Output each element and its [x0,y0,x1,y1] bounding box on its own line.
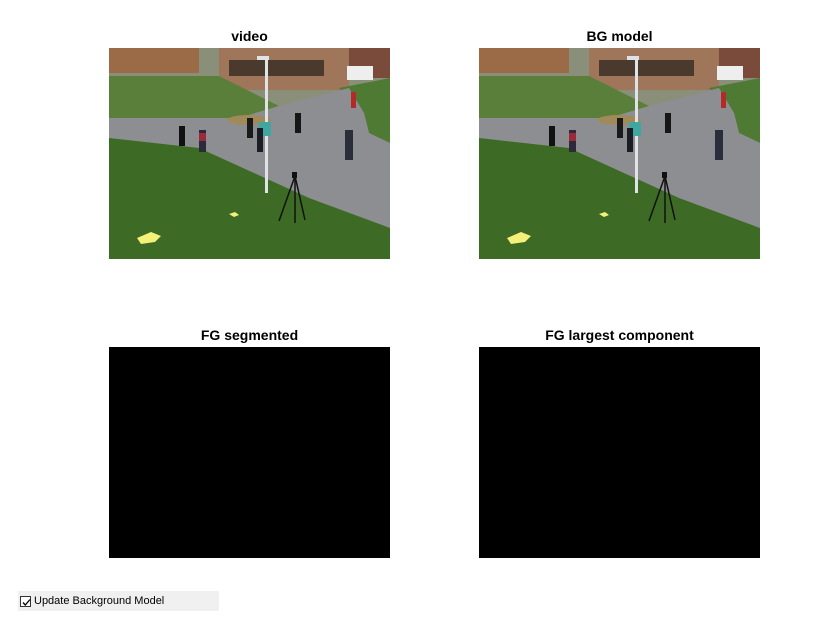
update-background-model-control[interactable]: Update Background Model [18,591,219,611]
video-frame-image [109,48,390,259]
bg-model-image [479,48,760,259]
panel-bg-model: BG model [479,28,760,260]
checkmark-icon [22,598,31,606]
panel-title: video [231,28,268,44]
fg-segmented-mask [109,347,390,558]
panel-fg-segmented: FG segmented [109,327,390,559]
update-background-model-label[interactable]: Update Background Model [34,595,165,607]
fg-largest-component-mask [479,347,760,558]
panel-title: BG model [586,28,653,44]
panel-video: video [109,28,390,260]
panel-title: FG segmented [200,327,299,343]
panel-title: FG largest component [545,327,694,343]
update-background-model-checkbox[interactable] [20,595,31,607]
panel-fg-largest-component: FG largest component [479,327,760,559]
